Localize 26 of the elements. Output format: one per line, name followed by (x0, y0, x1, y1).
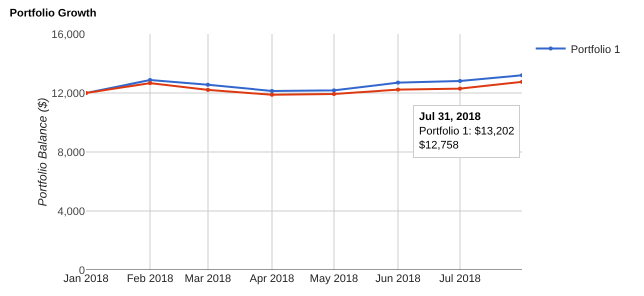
point (270, 88, 274, 93)
y-tick-label: 16,000 (51, 28, 85, 41)
y-axis-title: Portfolio Balance ($) (35, 98, 50, 206)
x-tick-label: Jun 2018 (375, 273, 421, 285)
annotation: Jul 31, 2018 Portfolio 1: $13,202 $12,758 (419, 111, 514, 152)
point (332, 88, 336, 92)
point (396, 80, 400, 85)
y-tick-label: 12,000 (51, 88, 85, 100)
line-series (86, 80, 522, 97)
point (396, 88, 400, 92)
point (206, 82, 210, 87)
x-tick-label: Jul 2018 (439, 273, 481, 285)
legend-label: Portfolio 1 (570, 44, 620, 56)
point (458, 79, 462, 84)
x-tick-label: Feb 2018 (126, 273, 174, 285)
point (206, 88, 210, 92)
point (458, 86, 462, 91)
point (332, 92, 336, 96)
point (270, 92, 274, 97)
x-tick-label: Mar 2018 (184, 273, 232, 285)
y-tick-label: 8,000 (57, 146, 85, 159)
x-tick-label: Apr 2018 (250, 273, 294, 285)
chart-title: Portfolio Growth (10, 8, 97, 20)
y-tick-label: 4,000 (57, 206, 85, 218)
x-tick-label: May 2018 (310, 273, 358, 285)
point (148, 81, 152, 86)
